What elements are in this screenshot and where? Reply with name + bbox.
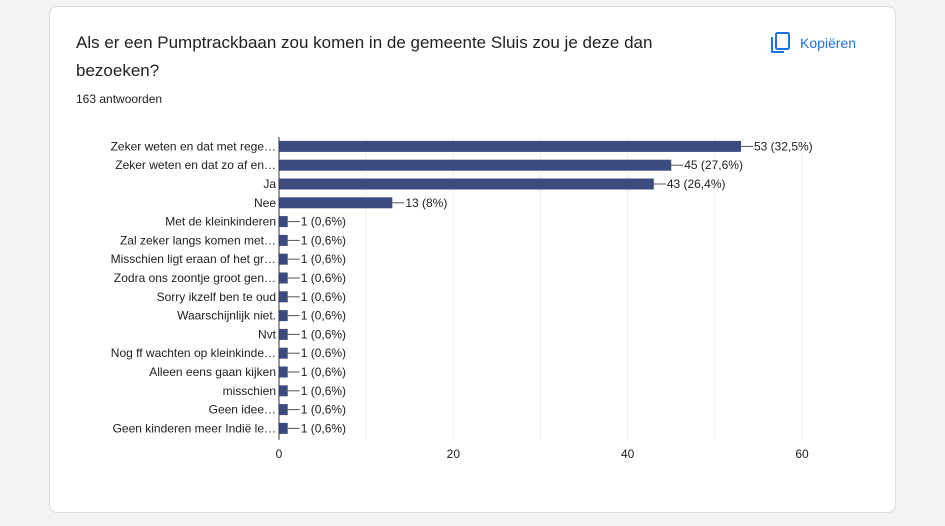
bar [279,197,393,209]
category-label: misschien [223,384,276,398]
category-label: Zeker weten en dat zo af en… [115,158,276,172]
category-label: Waarschijnlijk niet. [177,309,276,323]
bar [279,159,672,171]
category-label: Zal zeker langs komen met… [120,233,276,247]
bar [279,328,288,340]
question-title: Als er een Pumptrackbaan zou komen in de… [76,33,653,80]
bar [279,253,288,265]
bar [279,272,288,284]
x-tick-label: 40 [621,447,635,461]
bar [279,422,288,434]
bar [279,310,288,322]
bar [279,291,288,303]
copy-button-label: Kopiëren [800,35,857,51]
category-label: Met de kleinkinderen [165,215,276,229]
data-label: 1 (0,6%) [301,271,346,285]
data-label: 1 (0,6%) [301,346,346,360]
bar [279,178,654,190]
category-label: Geen kinderen meer Indië le… [113,421,276,435]
category-label: Nee [254,196,276,210]
bar [279,385,288,397]
data-label: 1 (0,6%) [301,309,346,323]
data-label: 45 (27,6%) [684,158,743,172]
data-label: 1 (0,6%) [301,233,346,247]
category-label: Geen idee… [209,403,276,417]
bar [279,234,288,246]
data-label: 1 (0,6%) [301,290,346,304]
x-tick-label: 20 [447,447,461,461]
x-tick-label: 0 [276,447,283,461]
data-label: 1 (0,6%) [301,215,346,229]
category-label: Misschien ligt eraan of het gr… [111,252,276,266]
category-label: Nvt [258,327,277,341]
bar [279,347,288,359]
data-label: 43 (26,4%) [667,177,726,191]
copy-icon [768,31,792,55]
x-tick-label: 60 [795,447,809,461]
category-label: Zeker weten en dat met rege… [111,139,276,153]
data-label: 13 (8%) [405,196,447,210]
data-label: 1 (0,6%) [301,403,346,417]
category-label: Alleen eens gaan kijken [149,365,276,379]
bar [279,366,288,378]
response-count: 163 antwoorden [76,92,163,106]
data-label: 1 (0,6%) [301,384,346,398]
category-label: Ja [263,177,276,191]
data-label: 1 (0,6%) [301,327,346,341]
copy-chart-button[interactable]: Kopiëren [762,25,862,61]
bar [279,140,741,152]
category-label: Nog ff wachten op kleinkinde… [111,346,276,360]
question-card: Als er een Pumptrackbaan zou komen in de… [49,6,896,513]
data-label: 1 (0,6%) [301,365,346,379]
data-label: 53 (32,5%) [754,139,813,153]
data-label: 1 (0,6%) [301,421,346,435]
data-label: 1 (0,6%) [301,252,346,266]
bar [279,216,288,228]
category-label: Sorry ikzelf ben te oud [157,290,276,304]
bar [279,404,288,416]
category-label: Zodra ons zoontje groot gen… [114,271,276,285]
bar-chart: Zeker weten en dat met rege… 53 (32,5%) Ze… [111,137,813,461]
